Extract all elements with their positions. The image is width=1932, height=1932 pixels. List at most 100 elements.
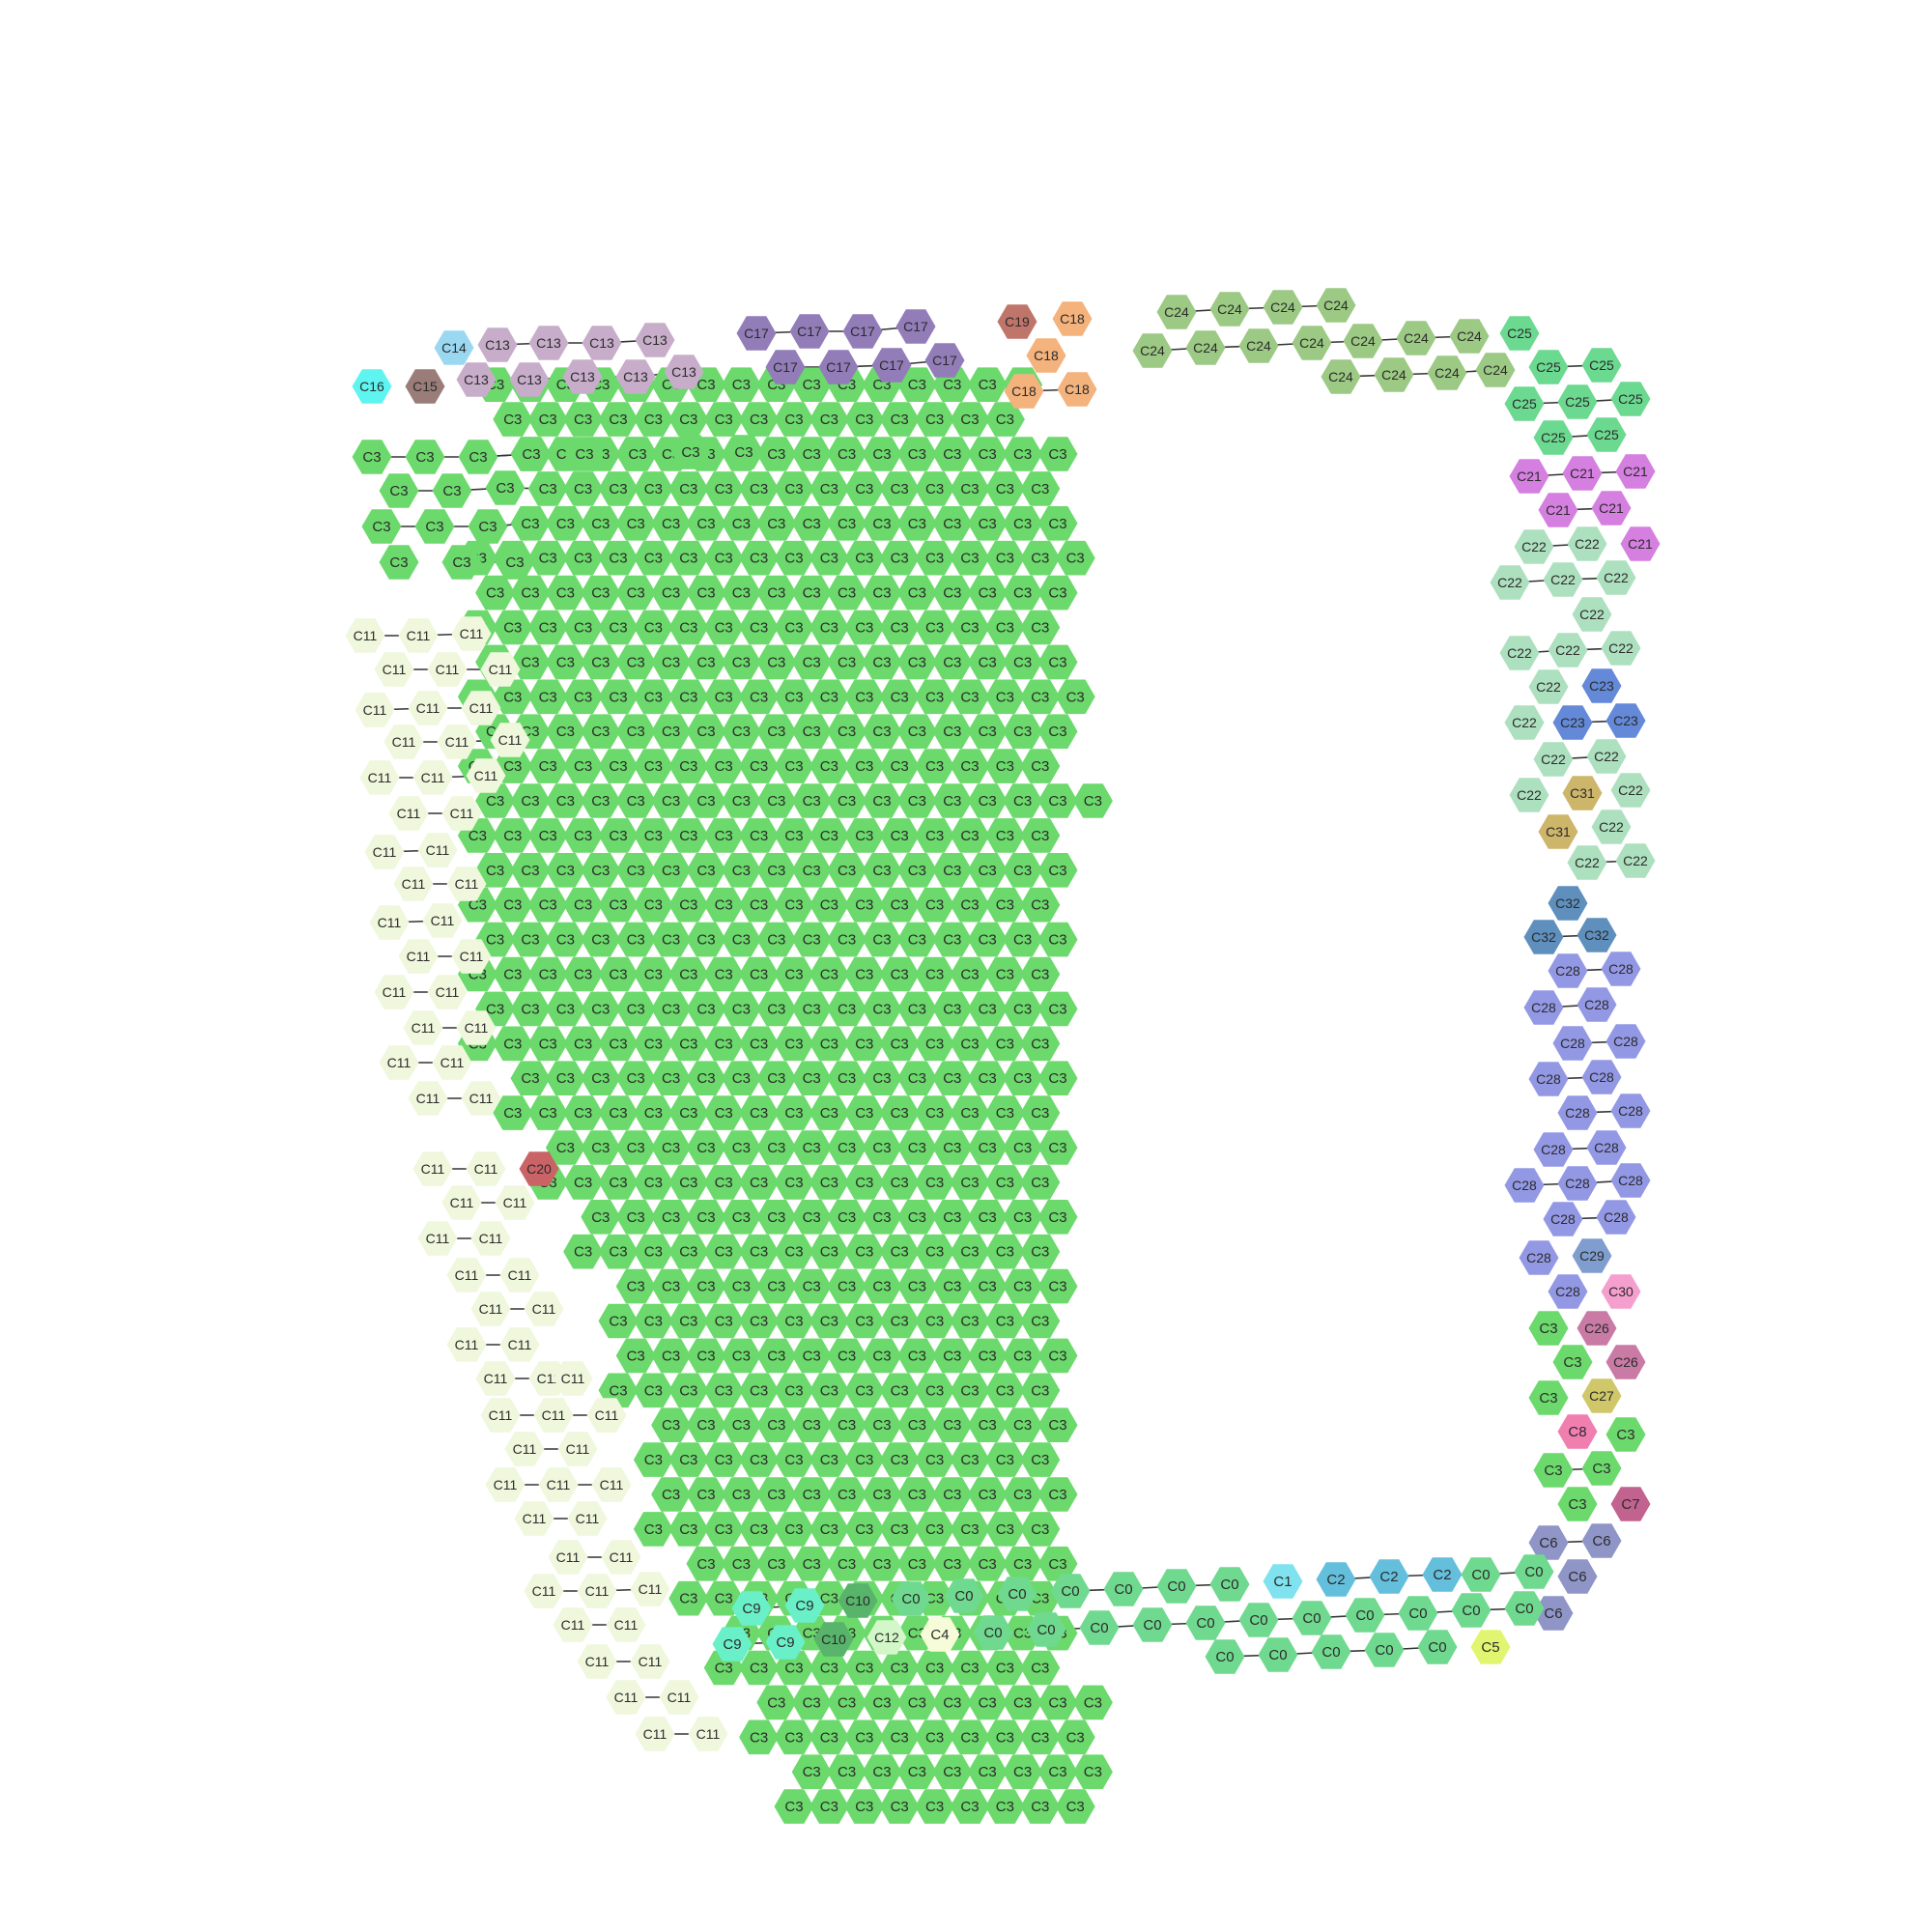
hex-cell-c3: C3	[704, 749, 744, 783]
hexagon	[651, 1061, 691, 1095]
hexagon	[668, 888, 708, 923]
hex-cell-c3: C3	[951, 1095, 990, 1130]
hex-cell-c3: C3	[792, 923, 832, 957]
hexagon	[792, 645, 832, 680]
hexagon	[1020, 1027, 1060, 1062]
hex-cell-c3: C3	[1020, 1651, 1060, 1686]
hex-cell-c3: C3	[1003, 1339, 1042, 1374]
hexagon	[880, 402, 920, 437]
hex-cell-c3: C3	[775, 957, 814, 992]
hex-cell-c3: C3	[1003, 992, 1042, 1027]
hexagon	[599, 1165, 639, 1200]
hexagon	[915, 1442, 954, 1477]
hexagon	[1568, 526, 1607, 561]
hexagon	[481, 1398, 521, 1433]
hex-cell-c24: C24	[1264, 290, 1303, 325]
hex-cell-c14: C14	[435, 330, 474, 365]
hexagon	[651, 1407, 691, 1442]
hex-cell-c3: C3	[634, 1512, 673, 1547]
hexagon	[616, 1339, 656, 1374]
hexagon	[528, 888, 568, 923]
hex-cell-c3: C3	[1073, 1754, 1113, 1789]
hexagon	[1399, 1596, 1438, 1631]
hexagon	[616, 853, 656, 888]
hex-cell-c3: C3	[563, 957, 603, 992]
hex-cell-c21: C21	[1563, 456, 1603, 491]
hexagon	[1520, 1240, 1559, 1275]
hexagon	[1038, 1686, 1078, 1720]
hex-cell-c3: C3	[827, 714, 867, 749]
hexagon	[1104, 1572, 1144, 1606]
hex-cell-c3: C3	[985, 680, 1025, 715]
hex-cell-c28: C28	[1606, 1024, 1646, 1059]
hex-cell-c3: C3	[827, 437, 867, 471]
hexagon	[362, 509, 402, 544]
hex-cell-c3: C3	[722, 783, 761, 818]
hex-cell-c3: C3	[739, 818, 779, 853]
hexagon	[1558, 1095, 1598, 1130]
hexagon	[844, 1442, 884, 1477]
hexagon	[486, 1467, 526, 1502]
hex-cell-c3: C3	[951, 1651, 990, 1686]
hexagon	[810, 749, 849, 783]
hexagon	[985, 1651, 1025, 1686]
hexagon	[1558, 1559, 1598, 1594]
hexagon	[687, 923, 726, 957]
hex-cell-c32: C32	[1548, 886, 1588, 921]
hex-cell-c24: C24	[1210, 292, 1250, 327]
hexagon	[1529, 669, 1569, 704]
hex-cell-c3: C3	[985, 888, 1025, 923]
hexagon	[739, 1235, 779, 1269]
hexagon	[792, 992, 832, 1027]
hex-cell-c3: C3	[844, 1789, 884, 1824]
hexagon	[985, 680, 1025, 715]
hexagon	[651, 783, 691, 818]
hexagon	[581, 783, 620, 818]
hexagon	[968, 367, 1008, 402]
hex-cell-c3: C3	[704, 1374, 744, 1408]
hex-cell-c3: C3	[581, 1061, 620, 1095]
hex-cell-c19: C19	[998, 304, 1037, 339]
hex-cell-c3: C3	[792, 1130, 832, 1165]
hexagon	[546, 1061, 585, 1095]
hex-cell-c3: C3	[687, 1130, 726, 1165]
hexagon	[486, 470, 526, 505]
hex-cell-c3: C3	[932, 1130, 972, 1165]
hex-cell-c3: C3	[897, 923, 937, 957]
hexagon	[1210, 292, 1250, 327]
hex-cell-c24: C24	[1186, 330, 1226, 365]
hex-cell-c3: C3	[775, 1235, 814, 1269]
hex-cell-c3: C3	[844, 1027, 884, 1062]
hex-cell-c3: C3	[739, 749, 779, 783]
hex-cell-c3: C3	[985, 1235, 1025, 1269]
hexagon	[810, 818, 849, 853]
hexagon	[756, 1339, 796, 1374]
hex-cell-c3: C3	[951, 680, 990, 715]
hexagon	[1592, 491, 1632, 526]
hexagon	[1003, 645, 1042, 680]
hexagon	[1210, 1567, 1250, 1602]
hex-cell-c3: C3	[1020, 1027, 1060, 1062]
hex-cell-c3: C3	[651, 714, 691, 749]
hexagon	[409, 691, 448, 725]
hexagon	[636, 1717, 675, 1751]
hexagon	[722, 645, 761, 680]
hex-cell-c3: C3	[897, 1754, 937, 1789]
hex-cell-c11: C11	[409, 691, 448, 725]
hexagon	[1317, 1562, 1356, 1597]
hexagon	[897, 714, 937, 749]
hexagon	[1038, 783, 1078, 818]
hex-cell-c3: C3	[810, 541, 849, 576]
hex-cell-c11: C11	[607, 1680, 646, 1715]
hexagon	[880, 611, 920, 645]
hexagon	[739, 1720, 779, 1755]
hex-cell-c11: C11	[525, 1292, 564, 1326]
hex-cell-c0: C0	[1293, 1601, 1332, 1635]
hexagon	[722, 1339, 761, 1374]
hex-cell-c3: C3	[756, 1130, 796, 1165]
hex-cell-c22: C22	[1568, 845, 1607, 880]
hexagon	[792, 1061, 832, 1095]
hex-cell-c32: C32	[1524, 920, 1564, 954]
hex-cell-c3: C3	[687, 1477, 726, 1512]
hex-cell-c3: C3	[687, 1339, 726, 1374]
